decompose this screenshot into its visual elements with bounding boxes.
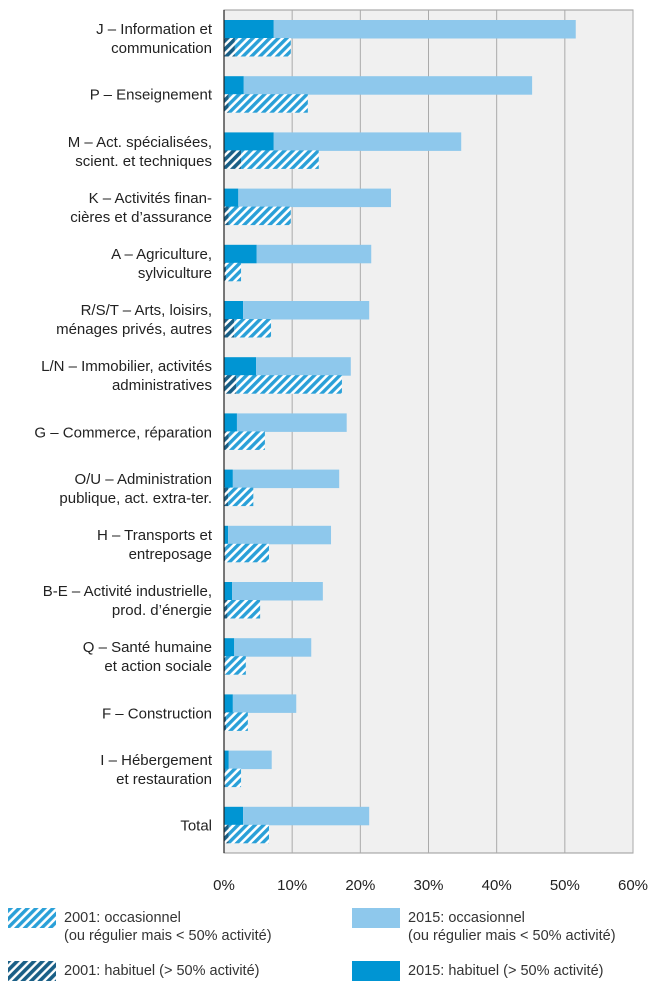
category-label: K – Activités finan- cières et d’assuran… [70,189,212,226]
category-label: L/N – Immobilier, activités administrati… [41,358,212,395]
bar-segment [232,469,340,489]
x-tick-label: 20% [345,877,376,894]
bar-segment [232,582,323,601]
bar-segment [224,413,237,432]
bar-segment [243,76,533,95]
legend-label: 2001: habituel (> 50% activité) [64,963,260,979]
bar-segment [225,768,242,788]
bar-segment [236,413,347,432]
bar-segment [224,768,226,788]
bar-segment [228,525,332,545]
bar-segment [225,543,269,563]
bar-segment [232,694,297,713]
bar-segment [228,431,265,450]
bar-segment [224,824,229,844]
category-label: A – Agriculture, sylviculture [111,245,212,282]
bar-segment [236,375,342,394]
legend-label: 2015: habituel (> 50% activité) [408,963,604,979]
category-label: P – Enseignement [89,86,212,104]
legend-swatch [8,961,56,981]
category-label: F – Construction [101,705,212,722]
bar-segment [224,487,229,507]
bar-segment [224,357,257,376]
bar-segment [224,262,227,282]
bar-segment [224,319,235,338]
legend-swatch [8,908,56,928]
bar-segment [224,694,233,713]
x-tick-label: 0% [213,877,235,894]
bar-segment [228,824,269,844]
bar-segment [224,600,228,619]
bar-segment [228,206,291,226]
bar-segment [224,206,229,226]
category-label: J – Information et communication [96,21,212,58]
x-tick-label: 10% [277,877,308,894]
bar-segment [234,638,312,657]
bar-segment [227,600,261,619]
legend-label: 2001: occasionnel (ou régulier mais < 50… [64,910,272,944]
bar-segment [228,94,308,113]
legend-swatch [352,961,400,981]
bar-segment [224,20,274,39]
x-tick-label: 30% [413,877,444,894]
bar-segment [224,582,233,601]
category-label: Q – Santé humaine et action sociale [82,639,212,676]
bar-segment [224,38,235,57]
bar-segment [224,431,229,450]
bar-segment [224,525,229,545]
category-label: Total [180,817,212,835]
bar-segment [273,20,576,39]
bar-segment [228,750,272,770]
bar-segment [256,244,372,264]
x-tick-label: 50% [549,877,580,894]
bar-segment [224,301,244,320]
bar-segment [226,712,248,731]
bar-segment [238,188,392,208]
category-label: M – Act. spécialisées, scient. et techni… [67,133,212,170]
bar-segment [224,132,274,151]
x-tick-label: 60% [617,877,649,894]
bar-segment [224,188,239,208]
category-label: G – Commerce, réparation [34,424,212,441]
bar-segment [234,38,291,57]
legend-swatch [352,908,400,928]
category-label: H – Transports et entreposage [96,526,212,563]
bar-segment [234,319,272,338]
bar-segment [273,132,462,151]
bar-segment [224,543,226,563]
bar-segment [224,94,229,113]
bar-segment [224,638,235,657]
bar-segment [224,656,226,675]
bar-segment [224,806,244,826]
category-label: R/S/T – Arts, loisirs, ménages privés, a… [56,302,212,339]
legend-label: 2015: occasionnel (ou régulier mais < 50… [408,910,616,944]
bar-segment [243,806,370,826]
bar-segment [243,301,370,320]
bar-segment [224,750,229,770]
bar-segment [224,375,237,394]
bar-segment [224,469,233,489]
category-label: O/U – Administration publique, act. extr… [59,470,212,507]
bar-segment [224,712,227,731]
bar-segment [224,150,242,169]
bar-segment [226,262,242,282]
bar-segment [225,656,246,675]
category-label: I – Hébergement et restauration [100,751,212,788]
bar-segment [228,487,254,507]
x-tick-label: 40% [481,877,512,894]
bar-segment [256,357,351,376]
bar-segment [224,244,257,264]
category-label: B-E – Activité industrielle, prod. d’éne… [42,583,212,620]
bar-segment [224,76,244,95]
bar-segment [241,150,319,169]
